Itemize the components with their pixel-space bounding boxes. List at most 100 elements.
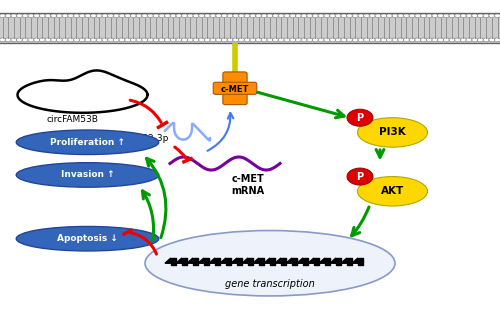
Circle shape [210,38,216,42]
Circle shape [444,38,450,42]
Polygon shape [187,258,198,263]
Circle shape [364,38,370,42]
Circle shape [256,38,262,42]
Circle shape [392,14,398,18]
Circle shape [318,14,324,18]
Ellipse shape [358,118,428,147]
Circle shape [352,14,358,18]
Circle shape [358,38,364,42]
Circle shape [198,14,204,18]
Circle shape [494,38,500,42]
Circle shape [188,14,194,18]
Polygon shape [242,258,253,263]
Circle shape [238,14,244,18]
Ellipse shape [145,231,395,296]
Circle shape [409,14,415,18]
Circle shape [284,14,290,18]
Circle shape [176,38,182,42]
Text: PI3K: PI3K [379,128,406,137]
Text: gene transcription: gene transcription [225,279,315,288]
Circle shape [50,14,56,18]
Circle shape [182,14,188,18]
Circle shape [5,38,11,42]
Text: P: P [356,172,364,181]
Circle shape [79,14,85,18]
Circle shape [312,14,318,18]
Circle shape [306,38,312,42]
Polygon shape [231,258,242,263]
Circle shape [164,14,170,18]
Circle shape [478,38,484,42]
Circle shape [233,38,239,42]
Circle shape [398,38,404,42]
Circle shape [148,38,154,42]
Circle shape [222,38,228,42]
Circle shape [34,14,40,18]
Circle shape [432,14,438,18]
Circle shape [136,14,142,18]
Circle shape [335,38,341,42]
Circle shape [256,14,262,18]
Polygon shape [264,258,275,263]
Circle shape [159,14,165,18]
Circle shape [68,14,74,18]
Ellipse shape [358,177,428,206]
Circle shape [142,38,148,42]
Circle shape [5,14,11,18]
Circle shape [204,14,210,18]
Circle shape [108,14,114,18]
Circle shape [170,38,176,42]
Ellipse shape [16,163,159,187]
Circle shape [460,38,466,42]
Circle shape [114,14,119,18]
FancyBboxPatch shape [223,72,247,105]
Circle shape [335,14,341,18]
Circle shape [210,14,216,18]
Circle shape [102,14,108,18]
Circle shape [290,14,296,18]
Circle shape [136,38,142,42]
Circle shape [198,38,204,42]
Circle shape [85,38,91,42]
Circle shape [261,14,267,18]
Circle shape [364,14,370,18]
Text: AKT: AKT [381,186,404,196]
Circle shape [216,14,222,18]
Circle shape [330,38,336,42]
Circle shape [386,14,392,18]
Circle shape [489,38,495,42]
Text: Proliferation ↑: Proliferation ↑ [50,138,125,147]
Circle shape [346,14,352,18]
Circle shape [449,38,455,42]
Circle shape [227,38,233,42]
Circle shape [278,14,284,18]
Circle shape [45,38,51,42]
Circle shape [40,38,46,42]
Circle shape [114,38,119,42]
Circle shape [222,14,228,18]
Circle shape [40,14,46,18]
Circle shape [466,14,472,18]
Circle shape [56,38,62,42]
Circle shape [85,14,91,18]
Circle shape [164,38,170,42]
Circle shape [347,168,373,185]
Circle shape [324,14,330,18]
Ellipse shape [16,226,159,251]
Circle shape [483,14,489,18]
Circle shape [96,38,102,42]
Circle shape [426,38,432,42]
Polygon shape [176,258,187,263]
Circle shape [28,14,34,18]
Circle shape [347,109,373,126]
Circle shape [244,14,250,18]
Polygon shape [286,258,297,263]
Circle shape [380,38,386,42]
Circle shape [318,38,324,42]
Circle shape [11,14,17,18]
Polygon shape [220,258,231,263]
Circle shape [193,38,199,42]
Circle shape [392,38,398,42]
Circle shape [267,38,273,42]
Circle shape [159,38,165,42]
